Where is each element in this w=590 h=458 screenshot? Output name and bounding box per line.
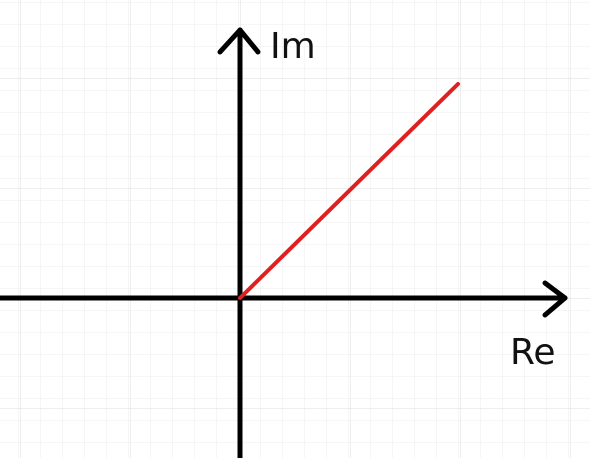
- real-axis-label: Re: [510, 332, 556, 373]
- imaginary-axis-arrowhead: [217, 27, 261, 55]
- ray: [238, 82, 460, 300]
- imaginary-axis-label: Im: [270, 26, 316, 67]
- real-axis-arrowhead: [542, 280, 568, 318]
